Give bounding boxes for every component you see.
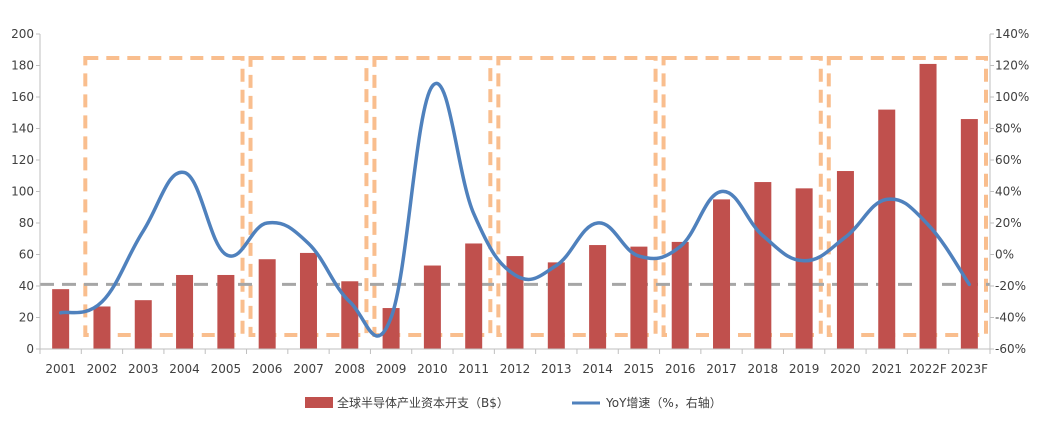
- bar-2021: [878, 109, 896, 349]
- legend: 全球半导体产业资本开支（B$） YoY增速（%，右轴）: [305, 395, 722, 410]
- bar-2016: [671, 241, 689, 349]
- y-right-tick-label: 60%: [995, 153, 1022, 167]
- bar-2005: [217, 274, 235, 349]
- x-tick-label: 2021: [871, 362, 902, 376]
- y-left-tick-label: 40: [19, 279, 34, 293]
- legend-label-line: YoY增速（%，右轴）: [605, 395, 722, 410]
- x-tick-label: 2003: [128, 362, 159, 376]
- x-tick-label: 2020: [830, 362, 861, 376]
- y-left-tick-label: 200: [11, 27, 34, 41]
- yoy-line: [58, 81, 972, 338]
- y-left-tick-label: 160: [11, 90, 34, 104]
- bar-2023F: [960, 119, 978, 349]
- bar-layer: [52, 63, 978, 350]
- y-left-tick-label: 120: [11, 153, 34, 167]
- bar-2006: [258, 259, 276, 349]
- legend-swatch-bar: [305, 397, 333, 408]
- bar-2013: [547, 262, 565, 349]
- bar-2007: [299, 252, 317, 349]
- cycle-box-6: [826, 56, 988, 337]
- bar-2004: [176, 274, 194, 349]
- bar-2012: [506, 256, 524, 349]
- y-right-tick-label: 120%: [995, 59, 1029, 73]
- x-tick-label: 2013: [541, 362, 572, 376]
- bar-2022F: [919, 63, 937, 350]
- y-right-tick-label: 0%: [995, 248, 1014, 262]
- bar-2014: [589, 245, 607, 349]
- bar-2009: [382, 308, 400, 349]
- x-tick-label: 2007: [293, 362, 324, 376]
- x-tick-label: 2012: [500, 362, 531, 376]
- y-left-tick-label: 100: [11, 185, 34, 199]
- bar-2008: [341, 281, 359, 349]
- y-right-tick-label: 40%: [995, 185, 1022, 199]
- x-tick-label: 2005: [211, 362, 242, 376]
- x-tick-label: 2018: [748, 362, 779, 376]
- x-tick-label: 2009: [376, 362, 407, 376]
- x-tick-label: 2006: [252, 362, 283, 376]
- bar-2020: [836, 171, 854, 349]
- line-layer: [58, 81, 972, 338]
- legend-label-bar: 全球半导体产业资本开支（B$）: [337, 395, 509, 410]
- x-tick-label: 2002: [87, 362, 118, 376]
- cycle-box-4: [496, 56, 658, 337]
- x-tick-label: 2008: [335, 362, 366, 376]
- x-tick-label: 2015: [624, 362, 655, 376]
- y-right-tick-label: -20%: [995, 279, 1026, 293]
- axes-layer: 0 20 40 60 80 100 120 140 160 180 200 -60% -40% -20% 0…: [11, 27, 1029, 376]
- bar-2017: [713, 199, 731, 349]
- x-tick-label: 2016: [665, 362, 696, 376]
- y-left-tick-label: 20: [19, 311, 34, 325]
- y-right-tick-label: -60%: [995, 342, 1026, 356]
- bar-2018: [754, 182, 772, 349]
- y-right-tick-label: -40%: [995, 311, 1026, 325]
- x-tick-label: 2011: [458, 362, 489, 376]
- bar-2011: [465, 243, 483, 349]
- y-left-tick-label: 0: [26, 342, 34, 356]
- cycle-box-1: [83, 56, 245, 337]
- x-tick-label: 2004: [169, 362, 200, 376]
- bar-2003: [134, 300, 152, 349]
- x-tick-label: 2010: [417, 362, 448, 376]
- bar-2001: [52, 289, 70, 349]
- y-right-tick-label: 100%: [995, 90, 1029, 104]
- y-left-tick-label: 180: [11, 59, 34, 73]
- cycle-box-5: [661, 56, 823, 337]
- x-tick-label: 2017: [706, 362, 737, 376]
- x-tick-label: 2023F: [951, 362, 989, 376]
- x-tick-label: 2019: [789, 362, 820, 376]
- y-left-tick-label: 60: [19, 248, 34, 262]
- bar-2002: [93, 306, 111, 349]
- y-right-tick-label: 80%: [995, 122, 1022, 136]
- x-tick-label: 2001: [45, 362, 76, 376]
- bar-2015: [630, 246, 648, 349]
- bar-2010: [423, 265, 441, 349]
- y-right-tick-label: 20%: [995, 216, 1022, 230]
- x-tick-label: 2022F: [909, 362, 947, 376]
- bar-2019: [795, 188, 813, 349]
- y-right-tick-label: 140%: [995, 27, 1029, 41]
- x-tick-label: 2014: [582, 362, 613, 376]
- y-left-tick-label: 80: [19, 216, 34, 230]
- y-left-tick-label: 140: [11, 122, 34, 136]
